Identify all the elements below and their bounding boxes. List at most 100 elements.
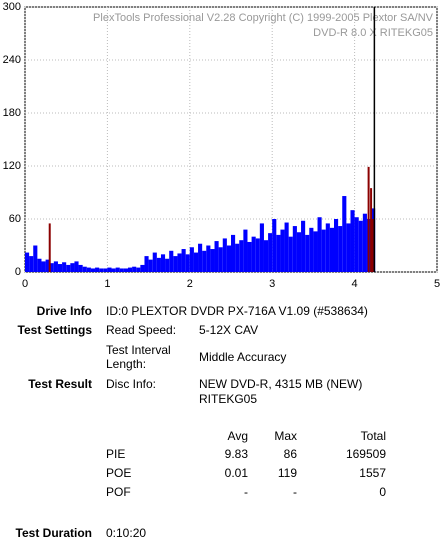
y-tick-label: 300: [3, 1, 21, 13]
bar: [214, 241, 219, 272]
setting-value: 5-12X CAV: [199, 323, 259, 337]
bar: [144, 256, 149, 272]
bar: [25, 252, 30, 272]
test-duration-value: 0:10:20: [106, 526, 147, 540]
bar: [226, 245, 231, 272]
setting-value: Middle Accuracy: [199, 350, 287, 364]
bar: [156, 257, 161, 272]
chart-title: PlexTools Professional V2.28 Copyright (…: [93, 12, 434, 24]
bar: [37, 258, 42, 272]
bar: [362, 213, 367, 272]
bar: [185, 254, 190, 272]
bar: [239, 240, 244, 272]
table-cell: 86: [283, 447, 297, 461]
bar: [99, 268, 104, 272]
bar: [321, 229, 326, 272]
bar: [128, 267, 133, 272]
bar: [41, 261, 46, 272]
bar: [132, 266, 137, 272]
bar: [251, 236, 256, 272]
y-tick-label: 180: [3, 107, 21, 119]
table-row-label: PIE: [106, 447, 126, 461]
test-duration-label: Test Duration: [15, 526, 92, 540]
bar: [280, 229, 285, 272]
table-cell: 119: [277, 466, 297, 480]
setting-key: Read Speed:: [106, 323, 177, 337]
x-tick-label: 4: [352, 278, 358, 290]
bar: [119, 268, 124, 272]
y-tick-label: 120: [3, 160, 21, 172]
table-cell: 0.01: [224, 466, 248, 480]
table-cell: -: [244, 485, 248, 499]
bar: [140, 264, 145, 272]
table-cell: 169509: [345, 447, 386, 461]
bar: [202, 250, 207, 272]
x-tick-label: 0: [22, 278, 28, 290]
y-tick-label: 240: [3, 54, 21, 66]
bar: [284, 222, 289, 272]
bar: [259, 223, 264, 272]
y-tick-label: 0: [15, 266, 21, 278]
bar: [325, 223, 330, 272]
bar: [74, 261, 79, 272]
bar: [136, 267, 141, 272]
drive-info-value: ID:0 PLEXTOR DVDR PX-716A V1.09 (#538634…: [106, 304, 368, 318]
bar: [210, 249, 215, 272]
bar: [313, 231, 318, 272]
bar: [49, 263, 54, 272]
bar: [218, 247, 223, 272]
bar: [62, 262, 67, 272]
bar: [160, 254, 166, 272]
table-row-label: POE: [106, 466, 132, 480]
bar: [148, 259, 153, 272]
bar: [296, 232, 302, 272]
y-tick-label: 60: [9, 213, 21, 225]
bar: [193, 252, 199, 272]
table-cell: 9.83: [224, 447, 248, 461]
bar: [334, 219, 339, 272]
table-row-label: POF: [106, 485, 131, 499]
bar: [288, 236, 293, 272]
bar: [90, 268, 96, 272]
bar: [342, 196, 347, 272]
bar: [354, 217, 359, 272]
bar: [268, 233, 273, 272]
bar: [206, 245, 211, 272]
bar: [33, 245, 38, 272]
table-cell: -: [293, 485, 297, 499]
bar: [235, 243, 240, 272]
bar: [173, 256, 178, 272]
x-tick-label: 3: [269, 278, 275, 290]
bar: [57, 264, 63, 272]
bar: [272, 219, 277, 272]
table-header: Total: [360, 429, 386, 443]
bar: [181, 249, 186, 272]
bar: [243, 229, 248, 272]
bar: [231, 234, 236, 272]
plot-area: [24, 6, 438, 273]
bar: [263, 240, 269, 272]
bar: [255, 238, 260, 272]
bar: [198, 243, 203, 272]
bar: [115, 267, 120, 272]
bar: [86, 267, 91, 272]
bar: [301, 220, 306, 272]
bar: [189, 247, 194, 272]
x-tick-label: 5: [434, 278, 440, 290]
bar: [107, 267, 112, 272]
bar: [292, 226, 297, 272]
bar: [53, 261, 58, 272]
setting-key: Test Interval Length:: [106, 343, 171, 371]
result-key: Disc Info:: [106, 377, 157, 391]
table-cell: 0: [379, 485, 386, 499]
bar: [305, 234, 310, 272]
result-value: NEW DVD-R, 4315 MB (NEW) RITEKG05: [199, 377, 363, 406]
chart-subtitle: DVD-R 8.0 X RITEKG05: [313, 27, 433, 39]
bar: [103, 268, 108, 272]
chart: PlexTools Professional V2.28 Copyright (…: [3, 1, 440, 290]
drive-info-label: Drive Info: [36, 304, 92, 318]
bar: [152, 252, 157, 272]
bar: [346, 223, 351, 272]
bar: [29, 256, 34, 272]
